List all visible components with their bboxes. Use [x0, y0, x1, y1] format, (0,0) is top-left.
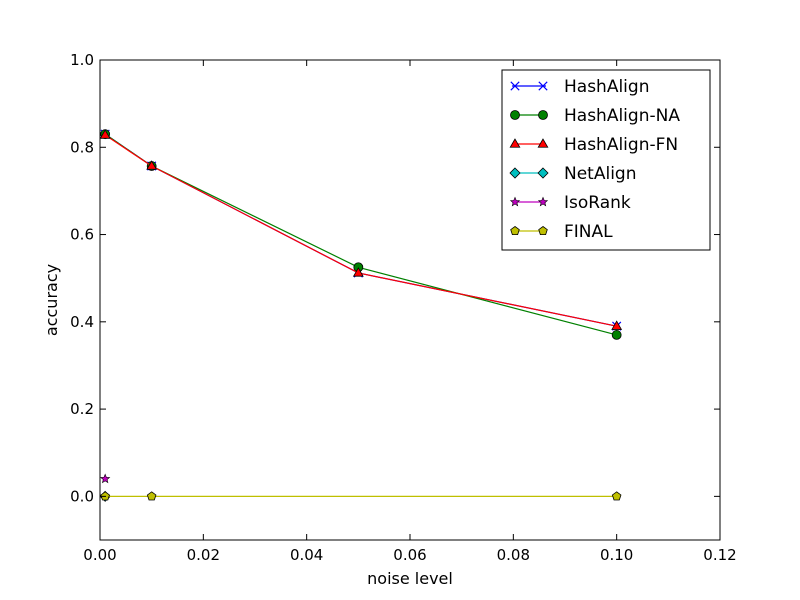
axes-layer: 0.00 0.02 0.04 0.06 0.08 0.10 0.12 0.0 0.2 0.4 0.6… [70, 51, 737, 564]
y-tick-label: 0.0 [70, 487, 94, 505]
x-tick-label: 0.00 [83, 546, 116, 564]
legend-marker [537, 167, 549, 179]
legend-marker [537, 138, 549, 148]
legend-entry: NetAlign [509, 164, 636, 184]
y-tick-label: 0.6 [70, 226, 94, 244]
legend-marker [510, 110, 520, 120]
x-tick-label: 0.10 [600, 546, 633, 564]
legend-marker [537, 196, 549, 207]
series-isorank [100, 473, 111, 484]
legend-label: HashAlign [564, 77, 649, 97]
legend-label: HashAlign-NA [564, 106, 680, 126]
y-axis-label: accuracy [42, 264, 61, 336]
legend-entry: HashAlign-NA [510, 106, 680, 126]
y-tick-label: 0.4 [70, 313, 94, 331]
y-tick-label: 0.8 [70, 138, 94, 156]
x-tick-label: 0.04 [290, 546, 323, 564]
data-point [611, 491, 622, 501]
legend-marker [510, 81, 520, 91]
legend-frame [501, 69, 711, 251]
legend-label: IsoRank [564, 193, 631, 213]
x-tick-label: 0.12 [703, 546, 736, 564]
x-tick-label: 0.08 [497, 546, 530, 564]
data-point [100, 473, 111, 484]
data-point [611, 330, 622, 340]
legend-label: HashAlign-FN [564, 135, 678, 155]
legend-marker [538, 226, 548, 236]
x-tick-label: 0.06 [393, 546, 426, 564]
y-tick-label: 1.0 [70, 51, 94, 69]
x-tick-label: 0.02 [187, 546, 220, 564]
legend: HashAlign HashAlign-NA HashAlign-FN NetAlig… [501, 69, 711, 251]
series-hashalign-fn [99, 129, 623, 330]
legend-marker [509, 196, 521, 207]
legend-marker [509, 167, 521, 179]
x-axis-label: noise level [367, 569, 453, 588]
series-line [104, 134, 617, 327]
legend-label: FINAL [564, 222, 613, 242]
legend-entry: FINAL [510, 222, 613, 242]
data-point [611, 320, 623, 330]
data-point [146, 491, 157, 501]
legend-entry: IsoRank [509, 193, 631, 213]
legend-marker [538, 81, 548, 91]
legend-marker [510, 226, 520, 236]
data-point [99, 129, 111, 139]
legend-label: NetAlign [564, 164, 636, 184]
legend-entry: HashAlign [510, 77, 649, 97]
legend-marker [538, 110, 548, 120]
legend-marker [509, 138, 521, 148]
y-tick-label: 0.2 [70, 400, 94, 418]
series-layer [99, 129, 623, 502]
data-point [352, 267, 364, 277]
data-point [146, 160, 158, 170]
legend-entry: HashAlign-FN [509, 135, 678, 155]
